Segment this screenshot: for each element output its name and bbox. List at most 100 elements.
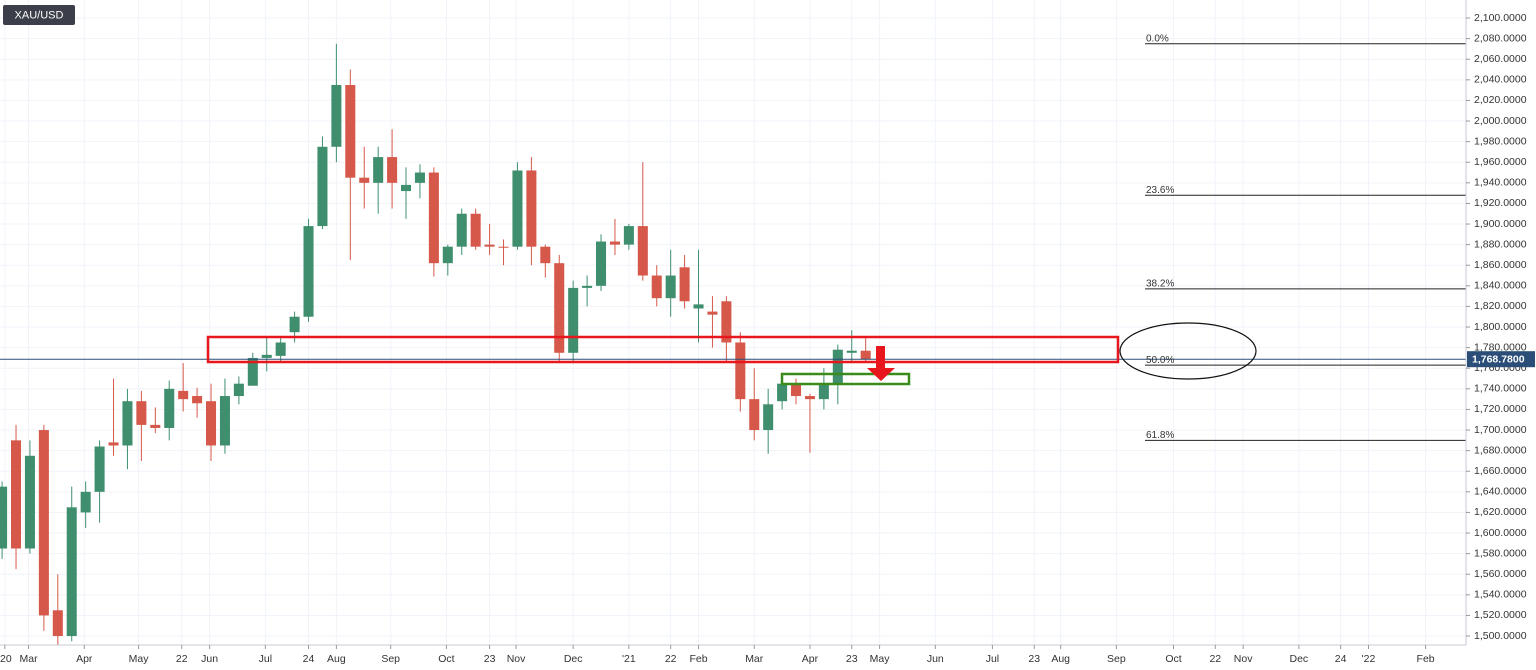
candle-body [66, 507, 77, 637]
candle-body [289, 316, 300, 333]
x-tick-label: May [129, 653, 150, 665]
candle-body [401, 184, 412, 192]
fib-label: 23.6% [1146, 185, 1174, 196]
x-tick-label: 22 [1209, 653, 1221, 665]
candle-body [860, 350, 871, 360]
candle-body [791, 383, 802, 397]
candle-body [832, 349, 843, 384]
candle-body [80, 491, 91, 513]
candle-body [94, 446, 105, 492]
support-zone [780, 372, 911, 386]
candle-body [219, 396, 230, 446]
candle-body [526, 170, 537, 247]
x-tick-label: Nov [1234, 653, 1253, 665]
candle-body [150, 424, 161, 428]
candle-body [804, 396, 815, 400]
symbol-badge [3, 5, 75, 25]
candle-body [582, 285, 593, 288]
candle-body [0, 486, 8, 549]
x-tick-label: Oct [438, 653, 454, 665]
y-tick-label: 1,920.0000 [1474, 197, 1527, 209]
down-arrow [867, 346, 895, 381]
candle-body [52, 610, 63, 637]
candle-body [554, 263, 565, 353]
y-tick-label: 1,880.0000 [1474, 238, 1527, 250]
y-tick-label: 2,040.0000 [1474, 74, 1527, 86]
y-tick-label: 1,680.0000 [1474, 444, 1527, 456]
y-tick-label: 2,060.0000 [1474, 53, 1527, 65]
highlight-ellipse [1119, 322, 1257, 380]
y-tick-label: 1,940.0000 [1474, 177, 1527, 189]
x-tick-label: Jun [201, 653, 218, 665]
x-tick-label: Oct [1165, 653, 1181, 665]
candle-body [303, 226, 314, 317]
candle-body [623, 226, 634, 245]
candle-body [178, 390, 189, 400]
fib-label: 50.0% [1146, 355, 1174, 366]
x-tick-label: May [870, 653, 891, 665]
candle-body [749, 399, 760, 431]
x-tick-label: 23 [1028, 653, 1040, 665]
candle-body [414, 172, 425, 183]
candle-body [233, 383, 244, 397]
candle-body [122, 401, 133, 446]
candle-body [317, 146, 328, 227]
candle-body [735, 342, 746, 400]
x-tick-label: 24 [1335, 653, 1347, 665]
candle-body [136, 401, 147, 425]
candle-body [24, 455, 35, 549]
y-tick-label: 1,540.0000 [1474, 589, 1527, 601]
x-tick-label: Apr [802, 653, 819, 665]
axes: 1,500.0000 1,520.0000 1,540.0000 1,560.0000… [0, 12, 1535, 665]
y-tick-label: 1,620.0000 [1474, 506, 1527, 518]
candle-body [261, 354, 272, 358]
y-tick-label: 2,100.0000 [1474, 12, 1527, 24]
y-tick-label: 1,980.0000 [1474, 135, 1527, 147]
x-tick-label: '22 [1362, 653, 1376, 665]
x-tick-label: 24 [303, 653, 315, 665]
symbol: XAU/USD [15, 9, 64, 21]
x-tick-label: Jul [986, 653, 999, 665]
fib-label: 0.0% [1146, 33, 1169, 44]
candle-body [693, 304, 704, 309]
y-tick-label: 1,780.0000 [1474, 341, 1527, 353]
x-tick-label: 22 [176, 653, 188, 665]
candle-body [428, 172, 439, 264]
last-price-label: 1,768.7800 [1472, 353, 1525, 365]
y-tick-label: 1,600.0000 [1474, 527, 1527, 539]
candle-body [721, 301, 732, 343]
x-tick-label: Mar [20, 653, 39, 665]
x-tick-label: 22 [665, 653, 677, 665]
candle-body [373, 157, 384, 183]
y-tick-label: 1,840.0000 [1474, 280, 1527, 292]
x-tick-label: Aug [327, 653, 346, 665]
x-tick-label: Feb [1417, 653, 1435, 665]
candle-body [192, 396, 203, 404]
candle-body [275, 342, 286, 356]
candle-body [387, 157, 398, 183]
x-tick-label: Dec [1290, 653, 1309, 665]
x-tick-label: Aug [1051, 653, 1070, 665]
candle-body [763, 404, 774, 431]
x-tick-label: 23 [484, 653, 496, 665]
candle-body [637, 226, 648, 276]
candle-body [38, 430, 49, 616]
y-tick-label: 1,900.0000 [1474, 218, 1527, 230]
candle-body [498, 246, 509, 248]
labels: XAU/USD 0.0% 23.6% 38.2% 50.0% 61.8% [3, 5, 1174, 441]
x-tick-label: '21 [622, 653, 636, 665]
candle-body [777, 383, 788, 402]
x-tick-label: Jun [927, 653, 944, 665]
candle-body [108, 442, 119, 446]
y-tick-label: 1,700.0000 [1474, 424, 1527, 436]
candle-body [456, 213, 467, 247]
candle-body [540, 246, 551, 264]
candle-body [484, 244, 495, 247]
x-tick-label: Dec [564, 653, 583, 665]
candle-body [442, 246, 453, 264]
y-tick-label: 1,580.0000 [1474, 547, 1527, 559]
x-tick-label: 23 [846, 653, 858, 665]
y-tick-label: 2,000.0000 [1474, 115, 1527, 127]
